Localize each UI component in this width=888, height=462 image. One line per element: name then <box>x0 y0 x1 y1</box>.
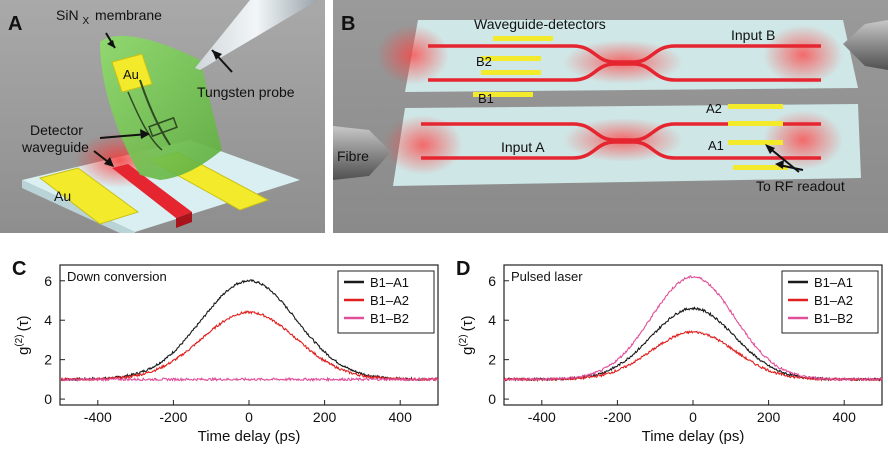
series-line-2 <box>59 310 439 382</box>
y-tick-label: 4 <box>44 312 52 328</box>
panel-a: A SiN X membrane Au Au Tungsten probe De… <box>0 0 325 240</box>
au-label-bottom: Au <box>54 188 71 204</box>
membrane-suffix: membrane <box>95 7 162 23</box>
series-line-3 <box>503 275 883 382</box>
legend-label: B1–A2 <box>814 293 853 308</box>
membrane-label: SiN <box>56 7 79 23</box>
waveguide-bar <box>112 164 192 218</box>
y-tick-label: 4 <box>488 312 496 328</box>
lower-waveguide-circuit <box>421 122 821 160</box>
fibre-cone-left <box>333 126 391 180</box>
y-tick-label: 0 <box>488 391 496 407</box>
panel-b: B Waveguide-detectors Input B Input A Fi… <box>333 0 888 233</box>
panel-d: D Pulsed laser -400 -200 0 200 400 0 2 4 6 Time de… <box>444 245 888 457</box>
membrane-sub: X <box>82 16 89 27</box>
detector-bars-b <box>473 36 553 97</box>
x-tick-label: -200 <box>159 409 187 425</box>
y-tick-label: 6 <box>488 273 496 289</box>
series-line-3 <box>59 376 439 383</box>
au-pad-bottom <box>38 167 140 225</box>
y-axis-label: g(2)(τ) <box>14 316 32 356</box>
au-label-top: Au <box>123 67 139 82</box>
legend-label: B1–A1 <box>814 275 853 290</box>
legend-label: B1–A1 <box>370 275 409 290</box>
series-line-2 <box>503 330 883 382</box>
x-tick-label: 200 <box>313 409 337 425</box>
panel-c: C Down conversion -400 -200 0 200 400 0 2 4 6 Time… <box>0 245 444 457</box>
chart-c: C Down conversion -400 -200 0 200 400 0 2 4 6 Time… <box>12 258 439 445</box>
y-tick-label: 2 <box>44 352 52 368</box>
input-b-label: Input B <box>731 27 775 43</box>
legend-label: B1–B2 <box>370 311 409 326</box>
legend-label: B1–A2 <box>370 293 409 308</box>
svg-text:SiN X membrane: SiN X membrane <box>56 7 162 27</box>
probe-label: Tungsten probe <box>197 84 295 100</box>
tungsten-probe <box>195 0 318 70</box>
a1-label: A1 <box>708 138 724 153</box>
detector-label-line1: Detector <box>30 122 83 138</box>
input-a-label: Input A <box>501 139 545 155</box>
detector-bars-a <box>728 104 788 170</box>
panel-letter-d: D <box>456 258 470 280</box>
x-tick-label: 0 <box>245 409 253 425</box>
fibre-label: Fibre <box>337 148 369 164</box>
x-tick-label: 400 <box>833 409 857 425</box>
b1-label: B1 <box>478 91 494 106</box>
x-tick-label: 400 <box>389 409 413 425</box>
legend-label: B1–B2 <box>814 311 853 326</box>
detector-label-line2: waveguide <box>21 139 89 155</box>
panel-letter-c: C <box>12 258 26 280</box>
y-tick-label: 6 <box>44 273 52 289</box>
panel-letter-b: B <box>341 13 355 35</box>
x-tick-label: 200 <box>757 409 781 425</box>
x-tick-label: -400 <box>528 409 556 425</box>
y-tick-label: 0 <box>44 391 52 407</box>
chart-annotation: Pulsed laser <box>511 269 583 284</box>
x-tick-label: -400 <box>84 409 112 425</box>
y-tick-label: 2 <box>488 352 496 368</box>
chart-annotation: Down conversion <box>67 269 167 284</box>
rf-readout-label: To RF readout <box>756 178 845 194</box>
detector-waveguide-outline <box>148 116 178 138</box>
waveguide-detectors-label: Waveguide-detectors <box>474 16 606 32</box>
x-axis-label: Time delay (ps) <box>642 428 745 445</box>
upper-waveguide-circuit <box>428 44 821 82</box>
y-axis-label: g(2)(τ) <box>458 316 476 356</box>
fibre-cone-right <box>843 20 888 70</box>
x-axis-label: Time delay (ps) <box>198 428 301 445</box>
au-pad-membrane <box>111 53 153 93</box>
panel-letter-a: A <box>8 13 22 35</box>
b2-label: B2 <box>476 54 492 69</box>
panel-a-illustration: A SiN X membrane Au Au Tungsten probe De… <box>0 0 325 240</box>
panel-b-illustration: B Waveguide-detectors Input B Input A Fi… <box>333 0 888 233</box>
x-tick-label: 0 <box>689 409 697 425</box>
chart-d: D Pulsed laser -400 -200 0 200 400 0 2 4 6 Time de… <box>456 258 883 445</box>
a2-label: A2 <box>706 101 722 116</box>
x-tick-label: -200 <box>603 409 631 425</box>
